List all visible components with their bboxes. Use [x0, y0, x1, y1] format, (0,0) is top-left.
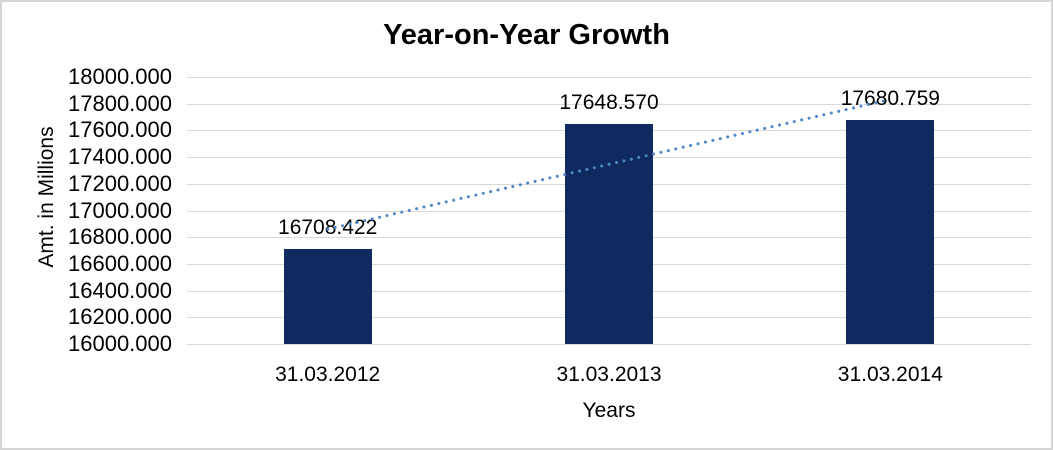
y-tick-label: 16000.000 [68, 331, 172, 356]
y-tick-label: 16800.000 [68, 224, 172, 250]
plot-area [187, 77, 1031, 345]
gridline [187, 344, 1031, 345]
gridline [187, 77, 1031, 78]
y-tick-label: 16400.000 [68, 277, 172, 303]
bar-data-label: 17680.759 [840, 86, 940, 110]
y-tick-label: 17600.000 [68, 117, 172, 143]
x-category-label: 31.03.2014 [837, 363, 943, 386]
bar-data-label: 16708.422 [278, 216, 378, 240]
chart-title: Year-on-Year Growth [383, 19, 670, 51]
y-tick-label: 17800.000 [68, 90, 172, 116]
bar [565, 123, 653, 344]
y-tick-label: 17000.000 [68, 197, 172, 223]
y-tick-label: 17400.000 [68, 144, 172, 170]
y-tick-label: 18000.000 [68, 64, 172, 89]
bar [283, 249, 372, 344]
y-tick-label: 16600.000 [68, 250, 172, 276]
x-axis-title: Years [582, 399, 636, 422]
y-tick-label: 17200.000 [68, 170, 172, 196]
x-category-label: 31.03.2012 [275, 363, 381, 386]
bar [846, 119, 935, 344]
x-category-label: 31.03.2013 [556, 363, 662, 386]
y-tick-label: 16200.000 [68, 304, 172, 330]
bar-data-label: 17648.570 [559, 90, 659, 114]
